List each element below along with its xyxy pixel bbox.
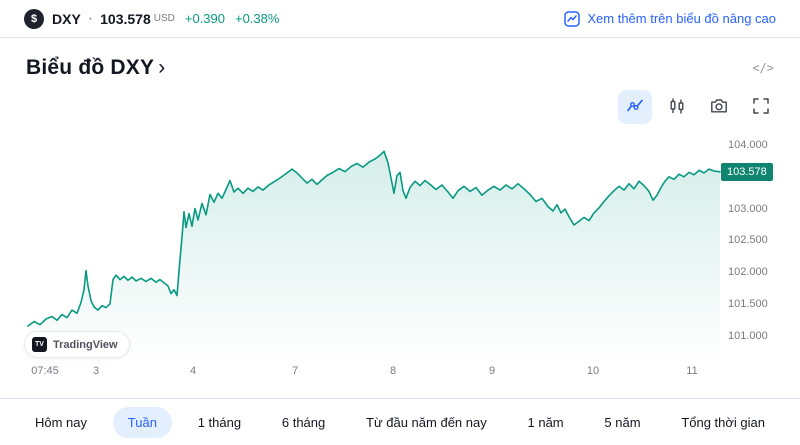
- x-axis-label: 7: [291, 365, 299, 377]
- tradingview-watermark[interactable]: TV TradingView: [24, 331, 130, 358]
- x-axis-label: 10: [586, 365, 600, 377]
- price-change-percent: +0.38%: [234, 11, 280, 26]
- price-line: [27, 150, 721, 327]
- symbol-header: $ DXY · 103.578 USD +0.390 +0.38% Xem th…: [0, 0, 800, 38]
- advanced-chart-link[interactable]: Xem thêm trên biểu đồ nâng cao: [564, 10, 776, 27]
- last-price-label: 103.578: [721, 162, 773, 181]
- snapshot-button[interactable]: [702, 90, 736, 124]
- separator-dot: ·: [87, 9, 94, 27]
- candlestick-style-button[interactable]: [660, 90, 694, 124]
- x-axis-label: 3: [92, 365, 100, 377]
- range-tab-hôm-nay[interactable]: Hôm nay: [20, 407, 102, 438]
- fullscreen-button[interactable]: [744, 90, 778, 124]
- fullscreen-icon: [751, 96, 771, 119]
- y-axis-label: 102.000: [728, 266, 768, 278]
- x-axis: 07:45 3 4 7 8 9 10 11: [0, 362, 800, 386]
- range-tab-1-tháng[interactable]: 1 tháng: [183, 407, 256, 438]
- range-tab-1-năm[interactable]: 1 năm: [513, 407, 579, 438]
- mini-chart-link-icon: [564, 10, 581, 27]
- range-tab-6-tháng[interactable]: 6 tháng: [267, 407, 340, 438]
- x-axis-label: 07:45: [31, 365, 59, 377]
- x-axis-label: 8: [389, 365, 397, 377]
- line-chart-icon: [625, 96, 645, 119]
- title-row: Biểu đồ DXY › </>: [0, 38, 800, 84]
- y-axis-label: 101.500: [728, 297, 768, 310]
- tradingview-logo-icon: TV: [32, 337, 47, 352]
- symbol-name[interactable]: DXY: [52, 10, 81, 27]
- y-axis-label: 104.000: [728, 139, 768, 151]
- current-price: 103.578: [100, 10, 151, 27]
- candlestick-icon: [667, 96, 687, 119]
- chart-canvas: [27, 150, 721, 362]
- page-title[interactable]: Biểu đồ DXY ›: [26, 56, 165, 80]
- currency-label: USD: [153, 13, 175, 24]
- range-tab-5-năm[interactable]: 5 năm: [589, 407, 655, 438]
- range-tabs: Hôm nay Tuần 1 tháng 6 tháng Từ đầu năm đến …: [0, 398, 800, 445]
- price-change: +0.390: [184, 11, 225, 26]
- line-chart-style-button[interactable]: [618, 90, 652, 124]
- tradingview-watermark-label: TradingView: [53, 338, 118, 351]
- dxy-logo-icon: $: [24, 8, 44, 29]
- symbol-summary: $ DXY · 103.578 USD +0.390 +0.38%: [24, 8, 280, 29]
- y-axis-label: 102.500: [728, 234, 768, 247]
- advanced-chart-link-label: Xem thêm trên biểu đồ nâng cao: [587, 11, 776, 26]
- embed-code-icon[interactable]: </>: [752, 61, 774, 75]
- range-tab-tổng-thời-gian[interactable]: Tổng thời gian: [666, 407, 780, 438]
- x-axis-label: 11: [686, 365, 698, 377]
- x-axis-label: 4: [189, 365, 197, 377]
- range-tab-tuần[interactable]: Tuần: [112, 406, 172, 438]
- chart-toolbar: [0, 84, 800, 130]
- chevron-right-icon: ›: [158, 56, 166, 79]
- x-axis-label: 9: [488, 365, 496, 377]
- camera-icon: [709, 96, 729, 119]
- range-tab-từ-đầu-năm-đến-nay[interactable]: Từ đầu năm đến nay: [351, 407, 502, 438]
- page-title-text: Biểu đồ DXY: [26, 56, 155, 79]
- y-axis-label: 101.000: [728, 329, 768, 342]
- price-chart[interactable]: 104.000103.500103.000102.500102.000101.5…: [0, 130, 800, 362]
- y-axis-label: 103.000: [728, 202, 768, 215]
- chart-panel: Biểu đồ DXY › </>: [0, 38, 800, 388]
- chart-area-fill: [28, 151, 720, 362]
